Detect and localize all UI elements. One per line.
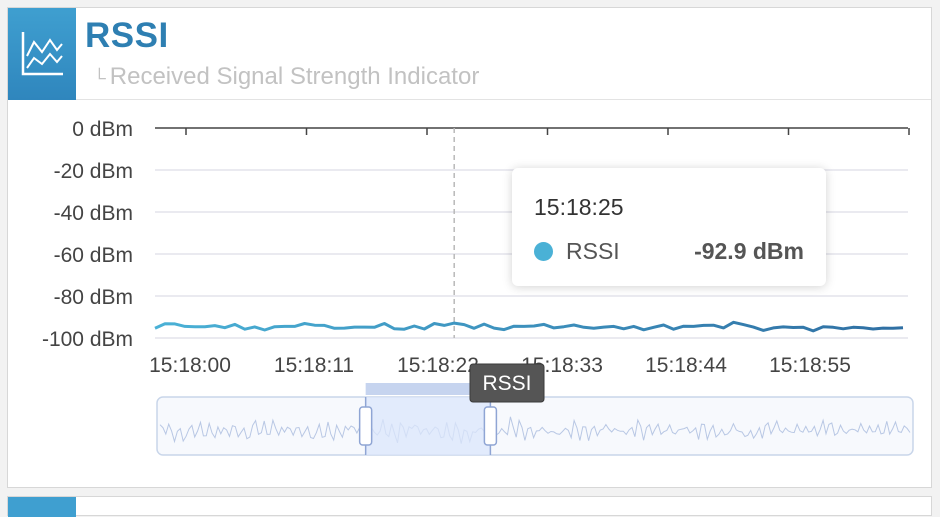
slider-move-handle[interactable] [365, 383, 491, 395]
x-tick-label: 15:18:22 [397, 354, 479, 377]
data-tooltip: 15:18:25 RSSI -92.9 dBm [512, 168, 826, 286]
rssi-chart[interactable]: 0 dBm -20 dBm -40 dBm -60 dBm -80 dBm -100 dB… [0, 0, 940, 506]
page-subtitle: └ Received Signal Strength Indicator [93, 63, 479, 91]
tooltip-value: -92.9 dBm [694, 238, 804, 264]
next-card [7, 496, 932, 517]
data-zoom-slider[interactable]: RSSI [156, 363, 914, 456]
slider-handle-label: RSSI [482, 372, 531, 395]
slider-selected-range[interactable] [365, 397, 491, 455]
slider-handle-tooltip: RSSI [469, 363, 545, 403]
slider-handle-right[interactable] [483, 406, 498, 446]
subtitle-text: Received Signal Strength Indicator [109, 63, 480, 90]
tooltip-time: 15:18:25 [534, 194, 624, 220]
next-card-icon [8, 497, 76, 517]
x-axis [155, 127, 910, 135]
x-tick-label: 15:18:11 [274, 354, 354, 377]
line-chart-icon [8, 8, 76, 100]
y-tick-label: -100 dBm [42, 328, 133, 351]
y-axis-labels: 0 dBm -20 dBm -40 dBm -60 dBm -80 dBm -100 dB… [42, 118, 133, 351]
x-tick-label: 15:18:44 [645, 354, 727, 377]
subtitle-arrow-icon: └ [93, 68, 106, 88]
series-line-rssi[interactable] [154, 320, 904, 333]
y-tick-label: -40 dBm [54, 202, 133, 225]
slider-overview-line [159, 416, 911, 444]
x-tick-label: 15:18:00 [149, 354, 231, 377]
slider-track[interactable] [156, 396, 914, 456]
card-header: RSSI └ Received Signal Strength Indicator [8, 8, 931, 100]
y-tick-label: -80 dBm [54, 286, 133, 309]
x-tick-label: 15:18:55 [769, 354, 851, 377]
series-marker-icon [534, 242, 553, 261]
y-tick-label: 0 dBm [72, 118, 133, 141]
slider-handle-left[interactable] [358, 406, 373, 446]
tooltip-series-name: RSSI [566, 238, 620, 264]
page-title: RSSI [85, 16, 169, 55]
y-tick-label: -20 dBm [54, 160, 133, 183]
y-tick-label: -60 dBm [54, 244, 133, 267]
